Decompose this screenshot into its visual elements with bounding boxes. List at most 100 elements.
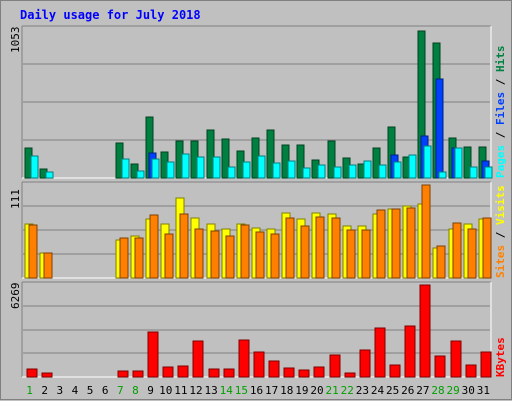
x-tick-label-day-24: 24	[371, 384, 385, 397]
bar-pages-day-2	[45, 171, 54, 179]
bar-hits-day-13	[206, 129, 215, 179]
x-tick-label-day-27: 27	[416, 384, 429, 397]
bar-kbytes-day-20	[313, 366, 325, 378]
x-tick-label-day-3: 3	[57, 384, 64, 397]
bar-sites-day-16	[255, 231, 265, 279]
bar-pages-day-26	[408, 154, 417, 179]
x-tick-label-day-4: 4	[72, 384, 79, 397]
bar-kbytes-day-21	[329, 354, 341, 378]
bar-sites-day-18	[285, 217, 295, 279]
x-tick-label-day-21: 21	[326, 384, 339, 397]
bar-hits-day-14	[221, 138, 230, 179]
bar-sites-day-26	[406, 207, 416, 279]
x-tick-label-day-6: 6	[102, 384, 109, 397]
bar-kbytes-day-15	[238, 339, 250, 378]
bar-kbytes-day-10	[162, 366, 174, 378]
bar-pages-day-28	[438, 171, 447, 179]
bar-kbytes-day-23	[359, 349, 371, 378]
bar-kbytes-day-26	[404, 325, 416, 378]
bar-sites-day-17	[270, 233, 280, 279]
bar-kbytes-day-27	[419, 284, 431, 378]
x-tick-label-day-16: 16	[250, 384, 263, 397]
bar-kbytes-day-13	[208, 368, 220, 378]
bar-kbytes-day-11	[177, 365, 189, 378]
bar-pages-day-1	[30, 155, 39, 179]
x-tick-label-day-23: 23	[356, 384, 369, 397]
bar-sites-day-25	[391, 208, 401, 279]
bar-sites-day-11	[179, 213, 189, 279]
bar-sites-day-24	[376, 209, 386, 279]
bar-sites-day-12	[194, 228, 204, 279]
legend-hits: Hits	[494, 46, 507, 73]
bar-pages-day-24	[378, 164, 387, 179]
bar-kbytes-day-25	[389, 364, 401, 378]
x-tick-label-day-22: 22	[341, 384, 354, 397]
bar-pages-day-22	[348, 164, 357, 179]
bar-kbytes-day-30	[465, 364, 477, 378]
bar-pages-day-21	[333, 166, 342, 179]
x-tick-label-day-12: 12	[189, 384, 202, 397]
legend-files: Files	[494, 92, 507, 125]
bar-pages-day-15	[242, 161, 251, 179]
x-tick-label-day-8: 8	[132, 384, 139, 397]
bar-pages-day-23	[363, 160, 372, 179]
legend-separator: /	[494, 225, 507, 245]
bar-sites-day-8	[134, 237, 144, 279]
bar-sites-day-2	[43, 252, 53, 279]
bar-sites-day-29	[452, 222, 462, 279]
x-tick-label-day-15: 15	[235, 384, 248, 397]
bar-kbytes-day-1	[26, 368, 38, 378]
legend-pages: Pages	[494, 145, 507, 178]
panel-1-legend: Sites / Visits	[494, 185, 507, 278]
bar-kbytes-day-14	[223, 368, 235, 378]
panel-0-legend: Pages / Files / Hits	[494, 46, 507, 179]
bar-pages-day-7	[121, 158, 130, 179]
bar-sites-day-31	[482, 217, 492, 279]
x-tick-label-day-1: 1	[26, 384, 33, 397]
bar-pages-day-20	[317, 164, 326, 179]
bar-hits-day-17	[266, 129, 275, 179]
bar-pages-day-9	[151, 158, 160, 179]
x-tick-label-day-20: 20	[310, 384, 323, 397]
bar-sites-day-21	[331, 217, 341, 279]
bar-sites-day-28	[436, 245, 446, 279]
bar-kbytes-day-9	[147, 331, 159, 378]
bar-kbytes-day-7	[117, 370, 129, 378]
bar-sites-day-27	[421, 184, 431, 279]
x-tick-label-day-9: 9	[147, 384, 154, 397]
legend-separator: /	[494, 72, 507, 92]
bar-pages-day-29	[454, 147, 463, 179]
bar-pages-day-30	[469, 166, 478, 179]
bar-sites-day-23	[361, 229, 371, 279]
bar-kbytes-day-8	[132, 370, 144, 378]
bar-pages-day-14	[227, 166, 236, 179]
bar-sites-day-20	[315, 216, 325, 279]
x-tick-label-day-31: 31	[477, 384, 490, 397]
bar-hits-day-19	[296, 144, 305, 179]
bar-sites-day-9	[149, 214, 159, 279]
legend-kbytes: KBytes	[494, 337, 507, 377]
x-tick-label-day-14: 14	[220, 384, 234, 397]
bar-kbytes-day-17	[268, 360, 280, 378]
bar-kbytes-day-28	[434, 355, 446, 378]
x-tick-label-day-25: 25	[386, 384, 399, 397]
bar-pages-day-13	[212, 156, 221, 179]
legend-separator: /	[494, 125, 507, 145]
bar-pages-day-18	[287, 160, 296, 179]
bar-pages-day-12	[196, 156, 205, 179]
bar-kbytes-day-24	[374, 327, 386, 378]
x-tick-label-day-11: 11	[174, 384, 187, 397]
x-tick-label-day-29: 29	[447, 384, 460, 397]
bar-pages-day-27	[423, 145, 432, 179]
bar-kbytes-day-29	[450, 340, 462, 378]
bar-sites-day-13	[210, 230, 220, 279]
panel-0-max-label: 1053	[9, 27, 22, 54]
x-tick-label-day-26: 26	[401, 384, 414, 397]
panel-2-legend: KBytes	[494, 337, 507, 377]
bar-files-day-28	[435, 78, 444, 179]
bar-sites-day-7	[119, 237, 129, 279]
bar-sites-day-1	[28, 224, 38, 279]
bar-sites-day-14	[225, 235, 235, 279]
